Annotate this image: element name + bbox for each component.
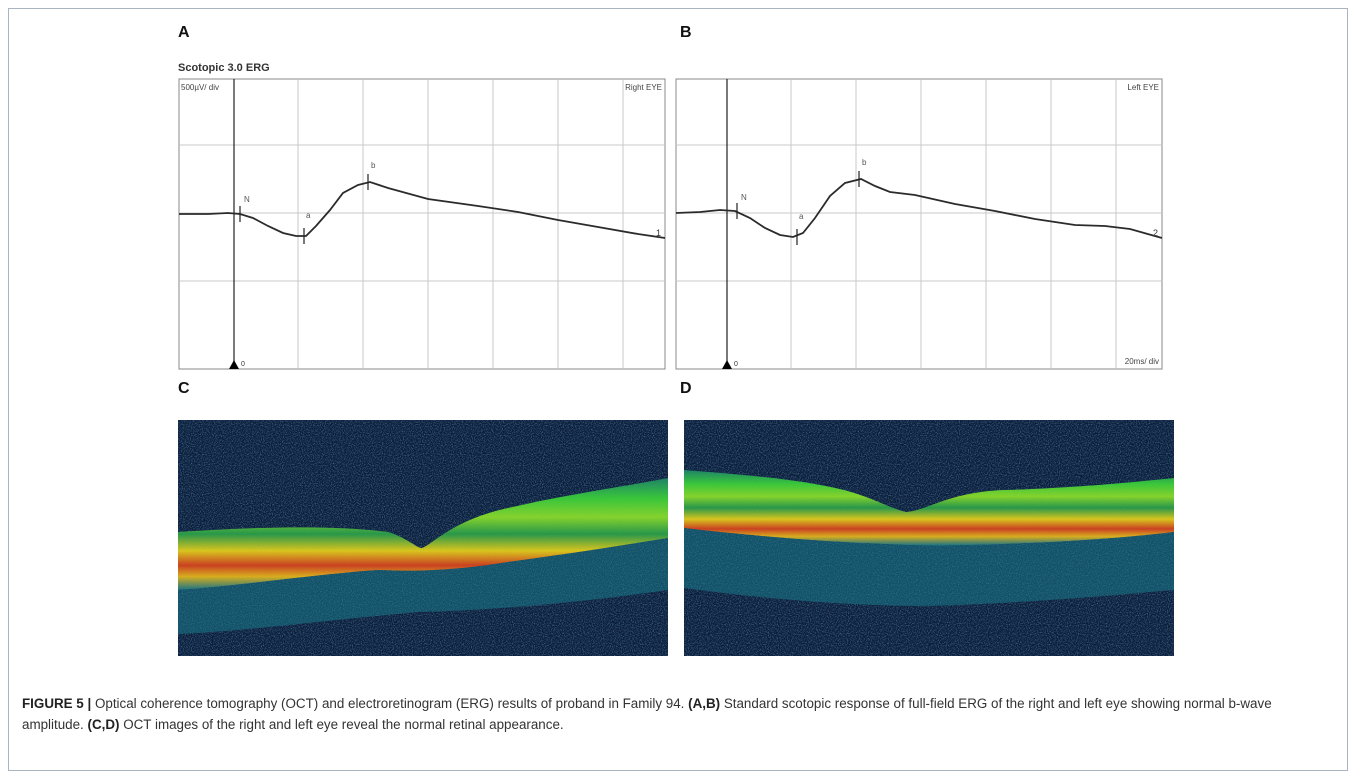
figure-caption: FIGURE 5 | Optical coherence tomography … [22, 693, 1337, 735]
caption-ab-text: Standard scotopic response of full-field… [22, 696, 1272, 732]
erg-title: Scotopic 3.0 ERG [178, 62, 270, 74]
panel-label-b: B [680, 24, 692, 41]
erg-trigger-label: 0 [241, 361, 245, 368]
erg-scale-label: 500µV/ div [181, 83, 219, 92]
caption-cd-text: OCT images of the right and left eye rev… [119, 717, 564, 732]
caption-cd-label: (C,D) [87, 717, 120, 732]
caption-intro: Optical coherence tomography (OCT) and e… [91, 696, 689, 711]
panel-label-a: A [178, 24, 190, 41]
erg-time-scale-label: 20ms/ div [1125, 357, 1159, 366]
panel-label-d: D [680, 380, 692, 397]
erg-trigger-label: 0 [734, 361, 738, 368]
erg-marker-n-label: N [741, 193, 747, 202]
oct-retina-layers [684, 470, 1174, 546]
panel-label-c: C [178, 380, 190, 397]
erg-right-eye-plot: 500µV/ div Right EYE N a b 1 0 [178, 78, 666, 370]
stimulus-marker-icon [722, 360, 732, 369]
erg-marker-a-label: a [799, 212, 804, 221]
stimulus-marker-icon [229, 360, 239, 369]
erg-end-label: 2 [1153, 228, 1158, 238]
erg-marker-n-label: N [244, 195, 250, 204]
erg-eye-label: Right EYE [625, 83, 662, 92]
erg-markers [239, 174, 369, 244]
erg-end-label: 1 [656, 228, 661, 238]
oct-left-eye-image [684, 420, 1174, 656]
oct-retina-layers [178, 478, 668, 590]
erg-trace [179, 181, 666, 239]
erg-plot-border [178, 78, 666, 370]
erg-plot-border [675, 78, 1163, 370]
caption-ab-label: (A,B) [688, 696, 721, 711]
oct-choroid [178, 538, 668, 634]
oct-right-eye-image [178, 420, 668, 656]
erg-left-eye-plot: Left EYE N a b 2 0 20ms/ div [675, 78, 1163, 370]
oct-choroid [684, 528, 1174, 606]
erg-eye-label: Left EYE [1127, 83, 1159, 92]
erg-grid [676, 79, 1162, 369]
erg-trace [675, 178, 1163, 239]
erg-markers [736, 171, 860, 245]
caption-figure-label: FIGURE 5 | [22, 696, 92, 711]
erg-marker-a-label: a [306, 211, 311, 220]
erg-marker-b-label: b [371, 161, 376, 170]
erg-grid [179, 79, 665, 369]
erg-marker-b-label: b [862, 158, 867, 167]
